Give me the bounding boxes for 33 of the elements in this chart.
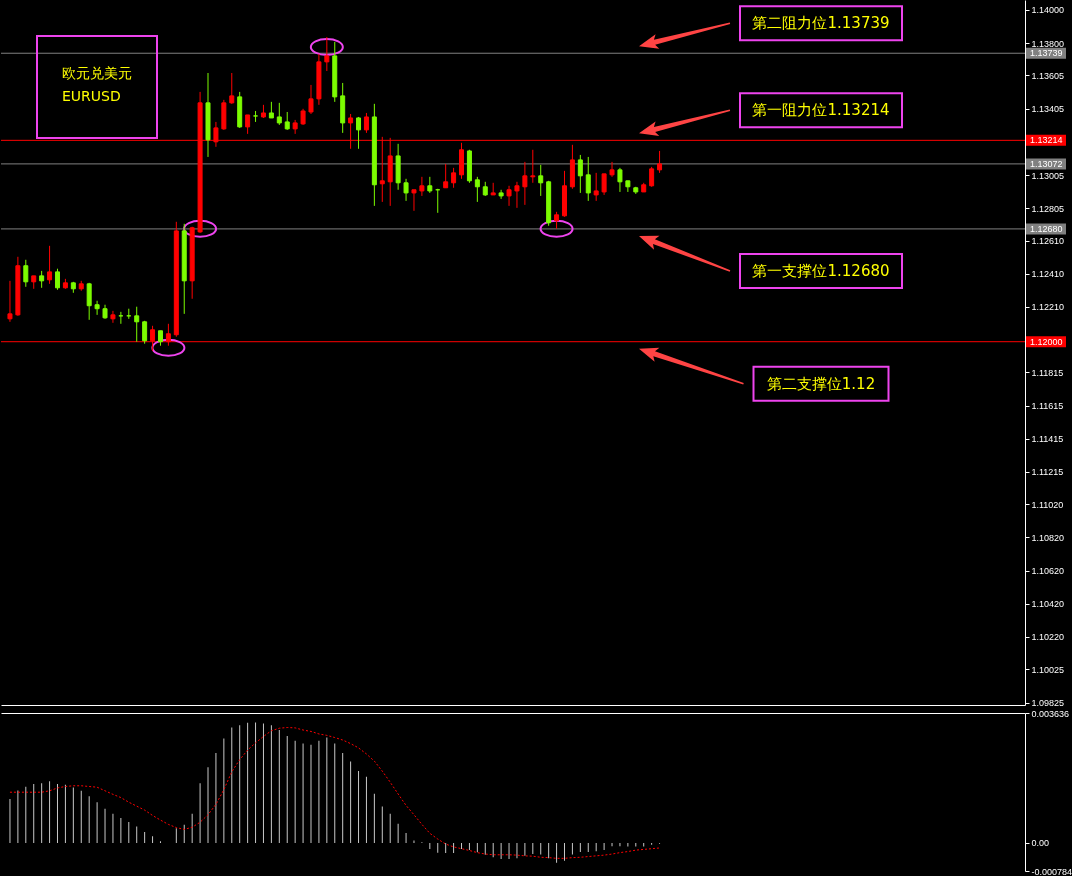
y-tick-label: 1.13605	[1031, 70, 1065, 81]
y-tick-label: 0.003636	[1031, 708, 1070, 719]
y-tick-label: 1.11415	[1031, 434, 1064, 445]
ref-line-label: 1.12680	[1030, 223, 1063, 234]
y-tick-label: 1.14000	[1031, 5, 1065, 16]
y-tick-label: 1.10420	[1031, 599, 1065, 610]
y-tick-label: 1.10820	[1031, 532, 1065, 543]
y-tick-label: 0.00	[1031, 838, 1050, 849]
y-tick-label: 1.11215	[1031, 467, 1064, 478]
y-tick-label: 1.09825	[1031, 698, 1065, 709]
y-tick-label: 1.13800	[1031, 38, 1065, 49]
y-tick-label: 1.12410	[1031, 269, 1065, 280]
y-tick-label: 1.10620	[1031, 566, 1065, 577]
y-tick-label: 1.12610	[1031, 236, 1065, 247]
y-tick-label: 1.11020	[1031, 499, 1064, 510]
ref-line-label: 1.13214	[1030, 135, 1063, 146]
annotation: 第一阻力位1.13214	[752, 101, 890, 120]
y-tick-label: 1.12805	[1031, 203, 1065, 214]
y-tick-label: 1.11815	[1031, 367, 1064, 378]
y-tick-label: 1.11615	[1031, 401, 1064, 412]
y-tick-label: 1.12210	[1031, 302, 1065, 313]
y-tick-label: 1.13005	[1031, 170, 1065, 181]
y-tick-label: 1.13405	[1031, 104, 1065, 115]
ref-line-label: 1.12000	[1030, 336, 1063, 347]
y-tick-label: 1.10220	[1031, 632, 1065, 643]
y-tick-label: 1.10025	[1031, 664, 1065, 675]
annotation: 第二支撑位1.12	[766, 374, 876, 393]
annotation: 第一支撑位1.12680	[752, 261, 890, 280]
y-tick-label: -0.000784	[1031, 866, 1073, 877]
text: 欧元兑美元 EURUSD	[62, 65, 132, 104]
annotation: 第二阻力位1.13739	[752, 14, 890, 33]
ref-line-label: 1.13739	[1030, 48, 1063, 59]
ref-line-label: 1.13072	[1030, 158, 1063, 169]
